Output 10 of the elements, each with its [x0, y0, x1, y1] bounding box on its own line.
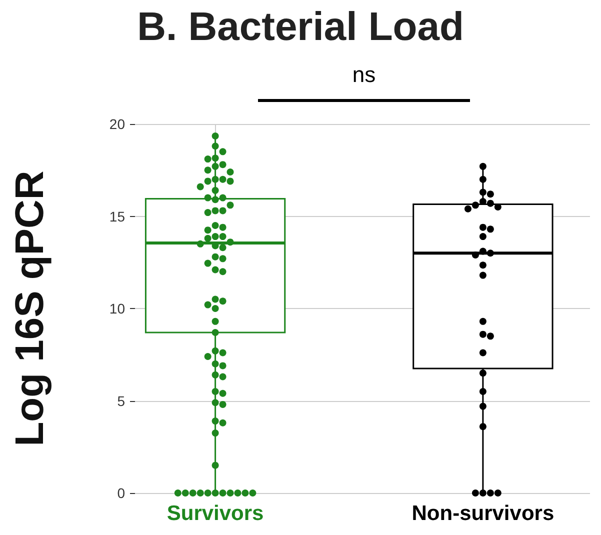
y-tick-label: 10 — [109, 300, 126, 316]
y-axis-title: Log 16S qPCR — [8, 170, 52, 446]
x-tick-label: Survivors — [166, 502, 264, 525]
text: ns — [351, 62, 377, 88]
y-tick-label: 20 — [109, 116, 126, 132]
y-tick-label: 5 — [117, 392, 126, 409]
y-tick-label: 15 — [109, 208, 126, 224]
y-tick-label: 0 — [117, 485, 126, 501]
x-tick-label: Non-survivors — [412, 502, 554, 525]
chart-title: B. Bacterial Load — [137, 5, 464, 49]
